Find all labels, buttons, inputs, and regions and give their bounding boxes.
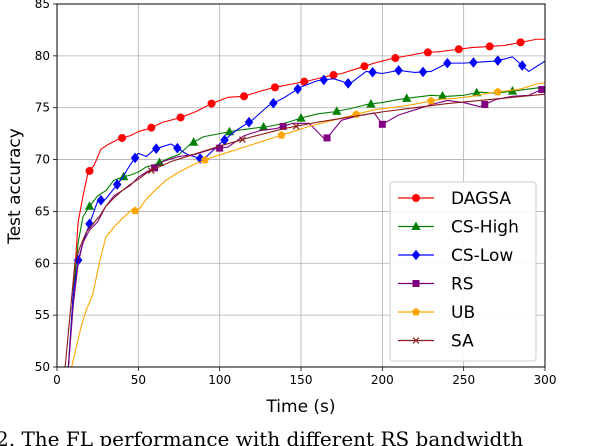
x-tick-label: 150: [290, 373, 313, 387]
data-point-dagsa: [176, 113, 185, 122]
data-point-rs: [216, 144, 224, 152]
x-tick-label: 250: [452, 373, 475, 387]
data-point-sa: [147, 167, 155, 174]
legend-marker-cs-low: [411, 249, 421, 261]
y-tick-label: 85: [35, 0, 50, 11]
y-tick-label: 80: [35, 49, 50, 63]
data-point-cs-low: [343, 78, 353, 89]
data-point-dagsa: [454, 45, 463, 54]
data-point-dagsa: [300, 77, 309, 86]
x-axis-label: Time (s): [265, 397, 335, 417]
legend-label-cs-low: CS-Low: [451, 246, 513, 266]
legend-label-rs: RS: [451, 275, 474, 295]
figure-caption: 2. The FL performance with different RS …: [0, 427, 523, 446]
data-point-dagsa: [423, 48, 432, 57]
legend-label-cs-high: CS-High: [451, 218, 519, 238]
data-point-cs-low: [293, 83, 302, 95]
legend: DAGSA CS-High CS-Low RS UB SA: [389, 181, 537, 362]
data-point-cs-low: [244, 116, 254, 128]
series-line-sa: [64, 93, 545, 367]
series-dagsa: [67, 38, 545, 367]
data-point-ub: [131, 206, 140, 215]
data-point-cs-high: [224, 126, 235, 136]
data-point-dagsa: [329, 71, 338, 80]
data-point-sa: [239, 136, 246, 143]
series-ub: [71, 82, 545, 367]
legend-label-dagsa: DAGSA: [451, 189, 511, 209]
legend-marker-sa: [412, 337, 420, 344]
data-point-dagsa: [516, 38, 525, 47]
data-point-cs-high: [366, 98, 376, 108]
legend-marker-dagsa: [412, 194, 420, 202]
data-point-cs-low: [151, 143, 161, 154]
series-cs-high: [67, 86, 545, 367]
data-point-dagsa: [485, 42, 494, 51]
data-point-cs-low: [469, 57, 478, 68]
series-sa: [64, 93, 545, 367]
data-point-cs-low: [130, 152, 140, 164]
data-point-rs: [323, 134, 331, 142]
legend-label-sa: SA: [451, 332, 474, 352]
data-point-cs-high: [402, 93, 412, 102]
data-point-dagsa: [270, 83, 279, 92]
x-tick-label: 300: [534, 373, 557, 387]
y-tick-label: 70: [35, 153, 50, 167]
data-point-dagsa: [391, 54, 400, 63]
data-point-rs: [481, 100, 489, 108]
data-point-dagsa: [85, 166, 94, 175]
data-point-cs-low: [418, 66, 428, 78]
data-point-cs-low: [269, 97, 278, 109]
data-point-cs-low: [112, 179, 122, 190]
x-tick-label: 0: [53, 373, 61, 387]
data-point-cs-low: [173, 142, 182, 154]
data-point-ub: [427, 96, 436, 105]
data-point-cs-high: [332, 106, 342, 115]
data-point-cs-high: [188, 137, 199, 146]
legend-marker-ub: [411, 307, 421, 316]
legend-marker-cs-high: [411, 221, 421, 230]
data-point-dagsa: [207, 99, 216, 108]
data-point-cs-low: [368, 66, 377, 78]
data-point-dagsa: [118, 133, 127, 142]
y-tick-label: 55: [35, 308, 50, 322]
data-point-dagsa: [360, 62, 369, 71]
x-tick-label: 50: [131, 373, 146, 387]
series-line-ub: [71, 82, 545, 367]
data-point-ub: [493, 87, 502, 96]
data-point-cs-high: [84, 201, 95, 210]
x-tick-label: 100: [208, 373, 231, 387]
data-point-cs-low: [517, 60, 527, 71]
y-tick-label: 65: [35, 204, 50, 218]
y-tick-label: 75: [35, 101, 50, 115]
y-axis-label: Test accuracy: [5, 128, 25, 245]
data-point-cs-high: [296, 113, 306, 122]
data-point-ub: [201, 155, 210, 164]
data-point-sa: [292, 122, 300, 130]
y-tick-label: 60: [35, 256, 50, 270]
data-point-ub: [277, 130, 286, 139]
data-point-cs-low: [493, 55, 503, 66]
legend-marker-rs: [412, 280, 420, 287]
data-point-cs-low: [443, 57, 452, 69]
data-point-dagsa: [240, 92, 249, 101]
legend-label-ub: UB: [451, 303, 475, 323]
data-point-rs: [538, 85, 545, 93]
y-tick-label: 50: [35, 360, 50, 374]
data-point-rs: [378, 120, 386, 128]
x-tick-label: 200: [371, 373, 394, 387]
series-layer: [64, 38, 545, 367]
data-point-cs-low: [319, 74, 329, 86]
data-point-dagsa: [147, 123, 156, 132]
data-point-cs-low: [96, 194, 106, 206]
data-point-cs-low: [394, 65, 403, 76]
